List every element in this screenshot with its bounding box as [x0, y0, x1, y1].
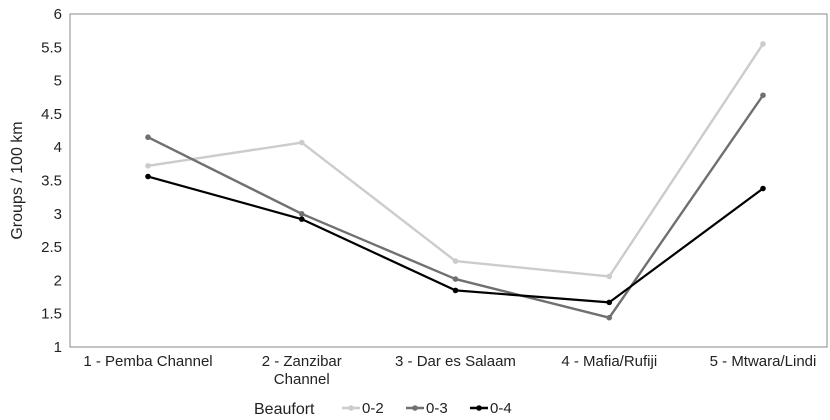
data-point: [606, 273, 613, 280]
y-tick-label: 5: [54, 73, 62, 90]
data-point: [452, 287, 459, 294]
data-point: [145, 134, 151, 141]
series-0-2: [145, 41, 766, 280]
data-point: [760, 92, 766, 99]
y-tick-label: 3: [54, 206, 62, 223]
legend-swatch-marker: [348, 405, 354, 411]
data-point: [298, 211, 305, 217]
x-tick-label: 4 - Mafia/Rufiji: [561, 353, 657, 370]
y-tick-label: 2.5: [41, 239, 62, 256]
series-line: [147, 43, 765, 278]
data-point: [145, 163, 151, 169]
y-axis-title: Groups / 100 km: [9, 121, 26, 239]
y-tick-label: 3.5: [41, 173, 62, 190]
legend-item: 0-2: [342, 400, 384, 417]
legend-label: 0-4: [490, 400, 512, 417]
x-tick-label: Channel: [274, 371, 330, 388]
legend-item: 0-3: [406, 400, 448, 417]
y-tick-label: 5.5: [41, 39, 62, 56]
data-point: [606, 299, 613, 306]
x-tick-label: 2 - Zanzibar: [262, 353, 342, 370]
data-point: [760, 185, 766, 192]
legend-swatch-marker: [412, 405, 418, 411]
series-0-3: [145, 92, 766, 321]
legend-title: Beaufort: [254, 401, 315, 418]
y-tick-label: 4.5: [41, 106, 62, 123]
series-0-4: [145, 173, 766, 306]
y-tick-label: 6: [54, 6, 62, 23]
legend: Beaufort 0-2 0-3 0-4: [254, 400, 512, 418]
legend-label: 0-2: [362, 400, 384, 417]
y-tick-label: 4: [54, 139, 62, 156]
y-tick-label: 1: [54, 339, 62, 356]
legend-label: 0-3: [426, 400, 448, 417]
series-group: [145, 41, 766, 321]
series-line: [147, 94, 764, 319]
x-tick-label: 5 - Mtwara/Lindi: [710, 353, 817, 370]
y-tick-label: 1.5: [41, 306, 62, 323]
x-tick-label: 3 - Dar es Salaam: [395, 353, 516, 370]
y-axis-ticks: 1 1.5 2 2.5 3 3.5 4 4.5 5 5.5 6: [41, 6, 62, 356]
data-point: [298, 139, 305, 146]
data-point: [452, 258, 459, 264]
legend-item: 0-4: [470, 400, 512, 417]
series-line: [147, 175, 764, 304]
y-tick-label: 2: [54, 272, 62, 289]
data-point: [298, 216, 305, 222]
plot-frame-group: [69, 13, 828, 348]
legend-swatch-marker: [476, 405, 482, 411]
data-point: [760, 41, 766, 47]
x-tick-label: 1 - Pemba Channel: [83, 353, 212, 370]
data-point: [145, 173, 151, 180]
data-point: [452, 276, 459, 282]
plot-area-border: [69, 13, 828, 348]
data-point: [606, 314, 613, 321]
